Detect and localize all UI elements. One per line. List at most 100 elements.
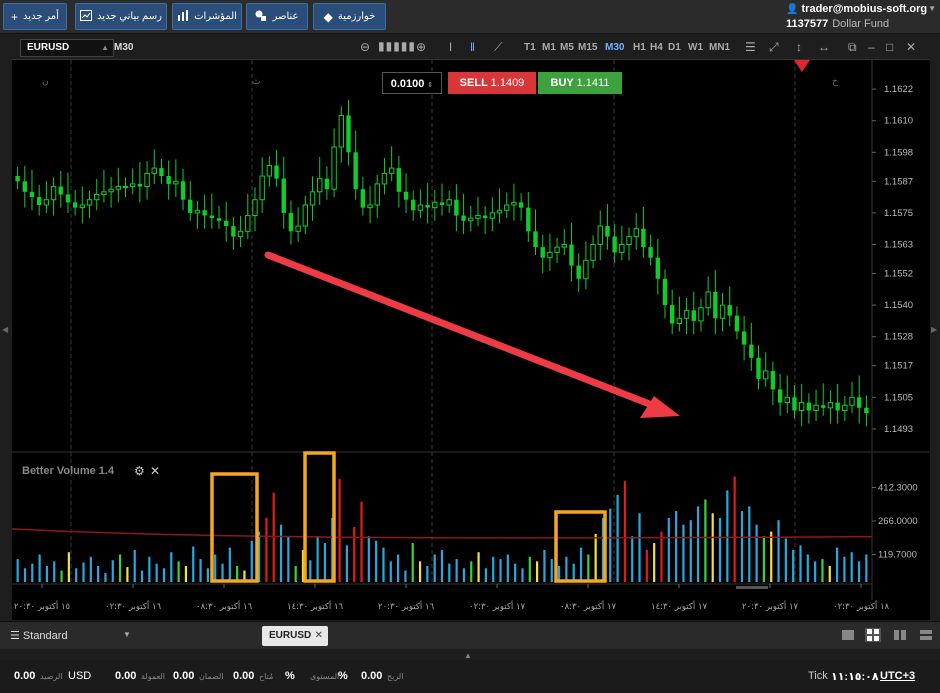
- timezone-select[interactable]: UTC+3: [880, 670, 916, 682]
- close-icon[interactable]: ✕: [906, 40, 917, 54]
- bar-chart-type-icon[interactable]: ǀ: [449, 40, 453, 54]
- candle: [648, 234, 653, 266]
- elements-button[interactable]: عناصر: [246, 3, 308, 30]
- candle-body: [411, 199, 416, 211]
- left-panel-arrow-icon[interactable]: ◀: [2, 325, 9, 334]
- candle-body: [288, 212, 294, 232]
- time-tick-label: ١٦ أكتوبر ٠٢:٣٠: [105, 600, 162, 612]
- buy-label: BUY: [550, 77, 574, 89]
- collapse-arrow-icon[interactable]: ▲: [464, 651, 472, 660]
- candle-chart-type-icon[interactable]: ǁ: [470, 40, 475, 54]
- layout-columns-icon[interactable]: [892, 628, 908, 642]
- sell-button[interactable]: SELL 1.1409: [448, 72, 536, 94]
- symbol-tab[interactable]: EURUSD ✕: [262, 626, 328, 646]
- line-chart-type-icon[interactable]: ⟋: [494, 40, 503, 54]
- candle-body: [194, 209, 201, 214]
- candle-body: [231, 226, 236, 237]
- timeframe-m30[interactable]: M30: [605, 42, 625, 53]
- zoom-slider[interactable]: ▮▮▮▮▮: [378, 39, 417, 53]
- candle: [547, 233, 553, 271]
- candle: [72, 189, 78, 216]
- candle-body: [166, 176, 171, 184]
- candle-body: [756, 357, 761, 379]
- symbol-select[interactable]: EURUSD ▲: [20, 39, 114, 57]
- candle-body: [504, 204, 510, 211]
- candle-body: [266, 164, 273, 177]
- candle-body: [626, 236, 632, 246]
- maximize-icon[interactable]: □: [886, 40, 894, 54]
- layout-rows-icon[interactable]: [918, 628, 934, 642]
- candle: [749, 322, 754, 371]
- candle-body: [842, 404, 848, 411]
- candle: [590, 235, 596, 269]
- chart-canvas[interactable]: نثعخ1.16221.16101.15981.15871.15751.1563…: [12, 60, 930, 620]
- candle-body: [346, 115, 351, 153]
- timeframe-m1[interactable]: M1: [542, 42, 556, 53]
- trend-tool-icon[interactable]: ⤢: [769, 40, 779, 54]
- margin-label: الضمان: [199, 672, 224, 681]
- available-label: مُتاح: [259, 672, 274, 681]
- timeframe-d1[interactable]: D1: [668, 42, 681, 53]
- price-chart[interactable]: نثعخ1.16221.16101.15981.15871.15751.1563…: [12, 60, 930, 620]
- candle: [641, 206, 646, 258]
- quantity-input[interactable]: 0.0100 ⇕: [382, 72, 442, 94]
- candle-body: [655, 257, 660, 279]
- balance-value: 0.00: [14, 670, 36, 682]
- candle-body: [770, 370, 776, 390]
- candle: [798, 383, 805, 427]
- new-chart-button[interactable]: رسم بياني جديد: [75, 3, 167, 30]
- candle-body: [669, 305, 675, 324]
- candle: [101, 169, 107, 203]
- minimize-icon[interactable]: –: [868, 40, 875, 54]
- timeframe-w1[interactable]: W1: [688, 42, 703, 53]
- indicator-close-icon[interactable]: ✕: [150, 464, 161, 478]
- time-tick-label: ١٧ أكتوبر ١٤:٣٠: [651, 600, 708, 612]
- candle-body: [806, 402, 812, 411]
- timeframe-m5[interactable]: M5: [560, 42, 574, 53]
- horizontal-scrollbar[interactable]: [736, 586, 768, 589]
- time-tick-label: ١٥ أكتوبر ٢٠:٣٠: [14, 600, 70, 612]
- candle-body: [65, 194, 71, 203]
- settings-icon[interactable]: ⚙: [134, 464, 145, 478]
- candle-body: [475, 215, 481, 219]
- zoom-in-icon[interactable]: ⊕: [416, 40, 427, 54]
- clock: ١١:١٥:٠٨: [831, 671, 879, 683]
- tab-close-icon[interactable]: ✕: [314, 630, 323, 641]
- timeframe-m15[interactable]: M15: [578, 42, 598, 53]
- timeframe-h1[interactable]: H1: [633, 42, 646, 53]
- indicator-title: Better Volume 1.4: [22, 465, 115, 477]
- layout-select[interactable]: ☰ Standard: [10, 630, 68, 642]
- timeframe-h4[interactable]: H4: [650, 42, 663, 53]
- candle: [381, 157, 388, 195]
- diamond-icon: ◆: [323, 9, 333, 24]
- vertical-line-icon[interactable]: ↕: [796, 40, 802, 54]
- buy-button[interactable]: BUY 1.1411: [538, 72, 622, 94]
- candle: [734, 306, 740, 340]
- right-panel-arrow-icon[interactable]: ▶: [931, 325, 938, 334]
- account-info[interactable]: 👤 trader@mobius-soft.org 1137577 Dollar F…: [786, 2, 934, 32]
- algorithms-button[interactable]: ◆ خوارزمية: [313, 3, 386, 30]
- candle-body: [619, 244, 625, 253]
- candle: [245, 193, 251, 240]
- chevron-down-icon[interactable]: ▼: [123, 630, 131, 639]
- candle: [504, 192, 510, 219]
- layout-grid-icon[interactable]: [865, 628, 881, 642]
- dropdown-arrow-icon[interactable]: ▼: [928, 4, 936, 13]
- bottom-tab-bar: ☰ Standard ▼ EURUSD ✕: [0, 621, 940, 649]
- candle: [454, 184, 459, 232]
- new-order-button[interactable]: + أمر جديد: [3, 3, 67, 30]
- day-marker: ن: [42, 77, 49, 87]
- lines-tool-icon[interactable]: ☰: [745, 40, 756, 54]
- layout-single-icon[interactable]: [840, 628, 856, 642]
- timeframe-mn1[interactable]: MN1: [709, 42, 731, 53]
- candle: [496, 188, 503, 224]
- timeframe-t1[interactable]: T1: [524, 42, 536, 53]
- candle-body: [798, 402, 805, 411]
- profit-label: الربح: [387, 672, 404, 681]
- indicators-button[interactable]: المؤشرات: [172, 3, 242, 30]
- horizontal-line-icon[interactable]: ↔: [818, 40, 830, 54]
- detach-icon[interactable]: ⧉: [848, 40, 857, 54]
- zoom-out-icon[interactable]: ⊖: [360, 40, 371, 54]
- price-tick-label: 1.1563: [884, 240, 913, 251]
- candle-body: [691, 310, 696, 321]
